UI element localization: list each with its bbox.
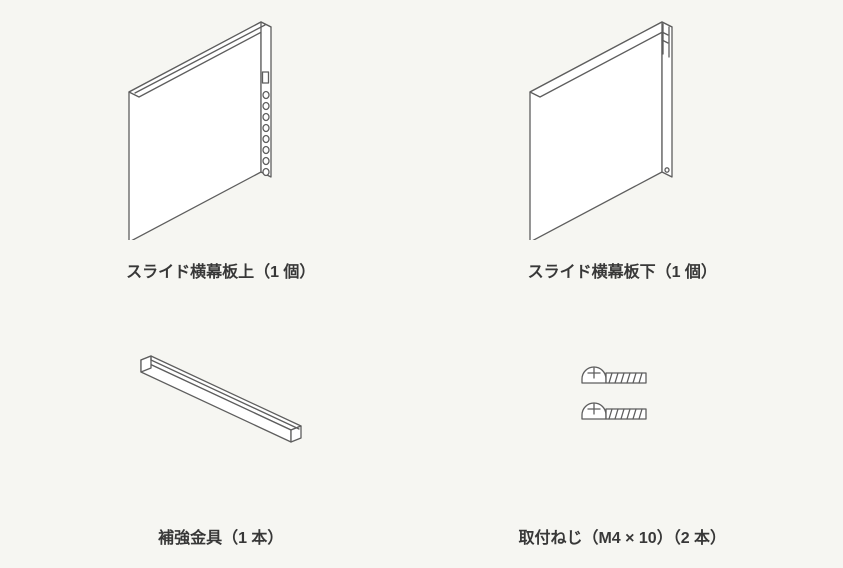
panel-upper-label: スライド横幕板上（1 個）	[126, 258, 315, 282]
brace-drawing	[20, 292, 422, 506]
brace-label: 補強金具（1 本）	[158, 524, 283, 548]
screws-label: 取付ねじ（M4 × 10）（2 本）	[518, 524, 726, 548]
panel-upper-drawing	[20, 10, 422, 240]
part-brace: 補強金具（1 本）	[20, 292, 422, 558]
panel-lower-drawing	[422, 10, 824, 240]
screws-drawing	[422, 292, 824, 506]
part-panel-upper: スライド横幕板上（1 個）	[20, 10, 422, 292]
panel-lower-label: スライド横幕板下（1 個）	[528, 258, 717, 282]
part-screws: 取付ねじ（M4 × 10）（2 本）	[422, 292, 824, 558]
part-panel-lower: スライド横幕板下（1 個）	[422, 10, 824, 292]
